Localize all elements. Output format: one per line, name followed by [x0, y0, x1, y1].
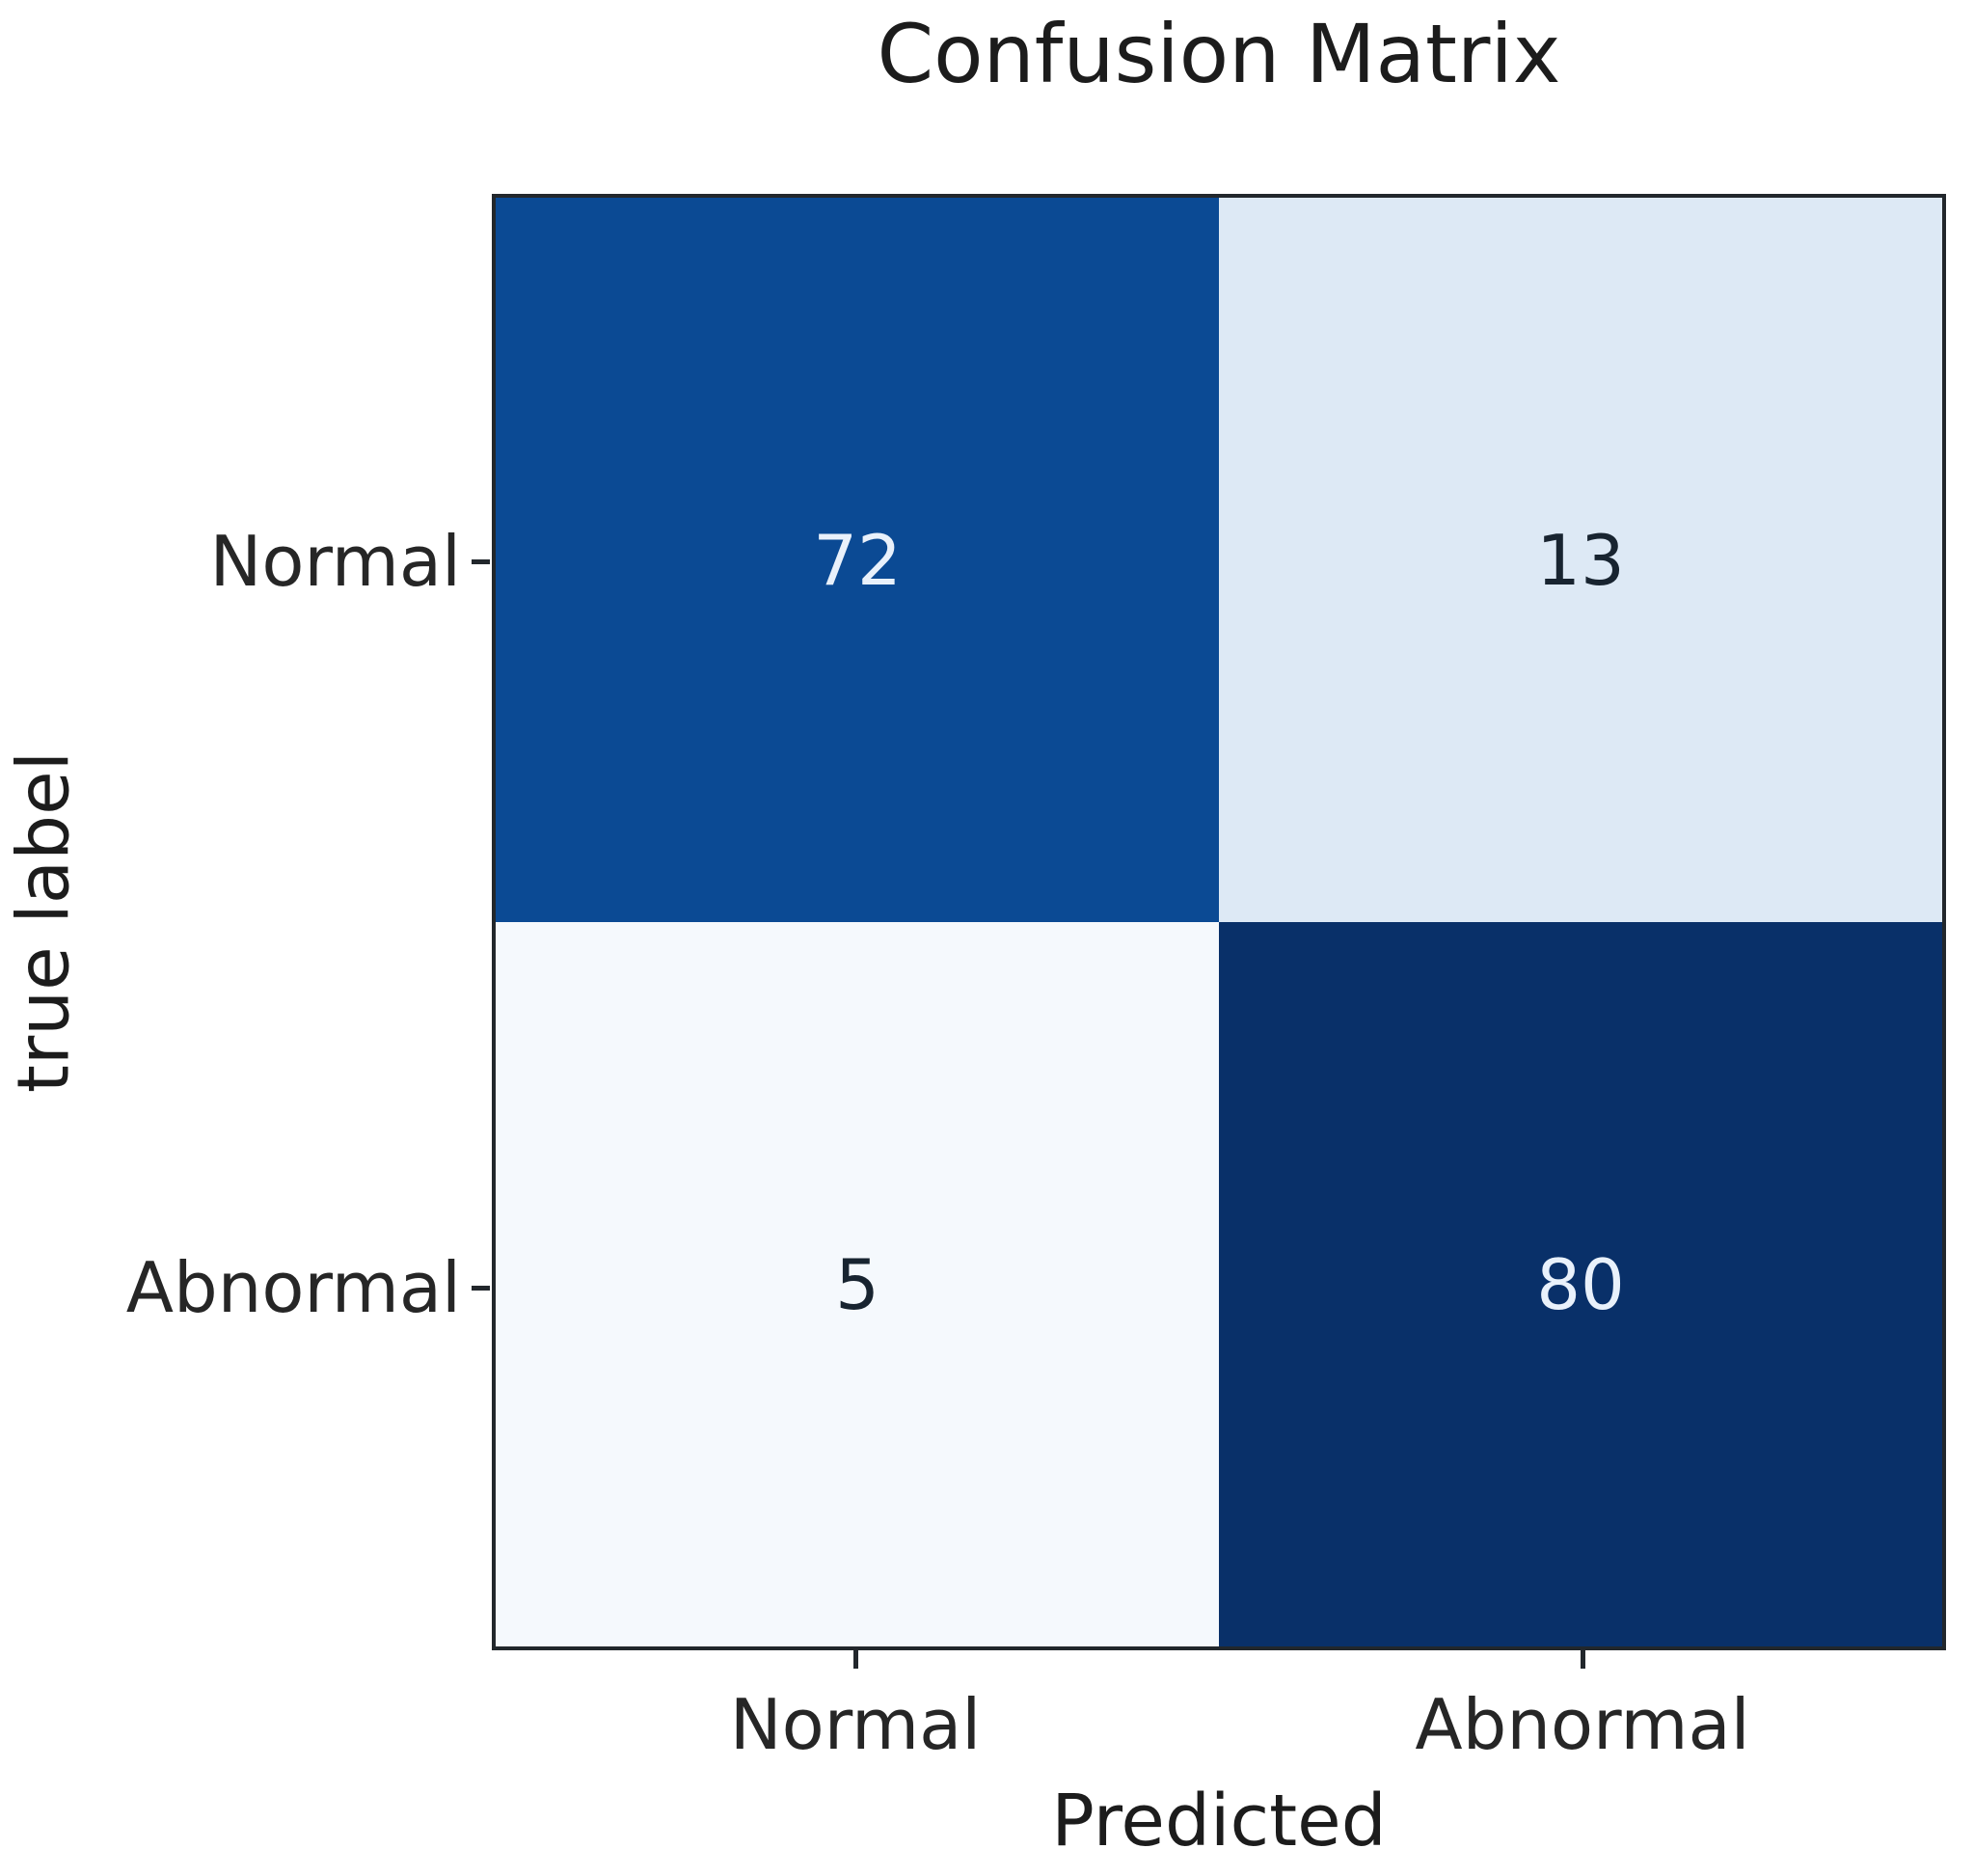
- x-tick-mark-abnormal: [1581, 1650, 1585, 1669]
- cell-true-normal-pred-normal: 72: [496, 198, 1219, 922]
- cell-value: 13: [1536, 519, 1625, 601]
- chart-title: Confusion Matrix: [877, 7, 1561, 101]
- cell-value: 80: [1536, 1243, 1625, 1325]
- x-tick-mark-normal: [853, 1650, 858, 1669]
- y-tick-mark-abnormal: [472, 1286, 490, 1291]
- y-tick-mark-normal: [472, 559, 490, 564]
- x-axis-label: Predicted: [1051, 1780, 1387, 1862]
- x-tick-label-normal: Normal: [729, 1684, 982, 1765]
- cell-value: 72: [813, 519, 902, 601]
- y-tick-label-abnormal: Abnormal: [125, 1247, 461, 1328]
- x-tick-label-abnormal: Abnormal: [1415, 1684, 1750, 1765]
- cell-true-abnormal-pred-abnormal: 80: [1219, 922, 1942, 1646]
- y-tick-label-normal: Normal: [209, 521, 461, 602]
- plot-area: 72 13 5 80: [492, 194, 1946, 1650]
- cell-true-abnormal-pred-normal: 5: [496, 922, 1219, 1646]
- cell-value: 5: [835, 1243, 879, 1325]
- y-axis-label: true label: [2, 750, 86, 1094]
- cell-true-normal-pred-abnormal: 13: [1219, 198, 1942, 922]
